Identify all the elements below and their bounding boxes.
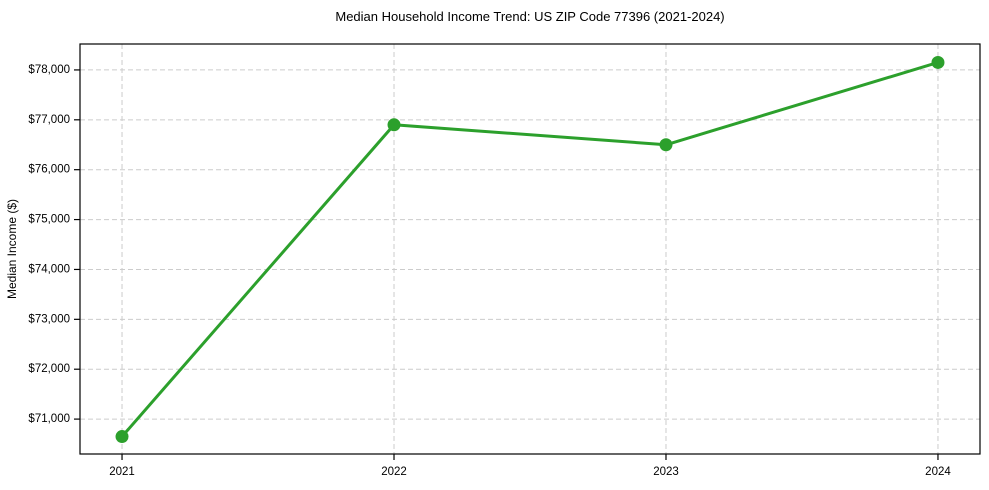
y-tick-label: $78,000 <box>28 64 70 76</box>
y-tick-label: $74,000 <box>28 263 70 275</box>
y-tick-label: $71,000 <box>28 413 70 425</box>
x-tick-label: 2024 <box>925 466 951 478</box>
chart-title: Median Household Income Trend: US ZIP Co… <box>335 9 724 24</box>
gridlines <box>80 44 980 454</box>
x-tick-label: 2022 <box>381 466 407 478</box>
x-tick-label: 2021 <box>109 466 135 478</box>
axis-ticks: $71,000 $72,000 $73,000 $74,000 $75,000 $76,0… <box>28 64 951 478</box>
data-point-2024 <box>931 55 945 69</box>
y-tick-label: $73,000 <box>28 313 70 325</box>
y-tick-label: $77,000 <box>28 114 70 126</box>
series-line <box>120 60 940 439</box>
data-point-2022 <box>387 118 401 132</box>
y-axis-label: Median Income ($) <box>5 199 19 299</box>
data-point-2023 <box>659 138 673 152</box>
y-tick-label: $72,000 <box>28 363 70 375</box>
x-tick-label: 2023 <box>653 466 679 478</box>
plot-area-border <box>79 43 981 455</box>
y-tick-label: $76,000 <box>28 164 70 176</box>
data-series <box>115 55 945 444</box>
data-point-2021 <box>115 430 129 444</box>
y-tick-label: $75,000 <box>28 214 70 226</box>
